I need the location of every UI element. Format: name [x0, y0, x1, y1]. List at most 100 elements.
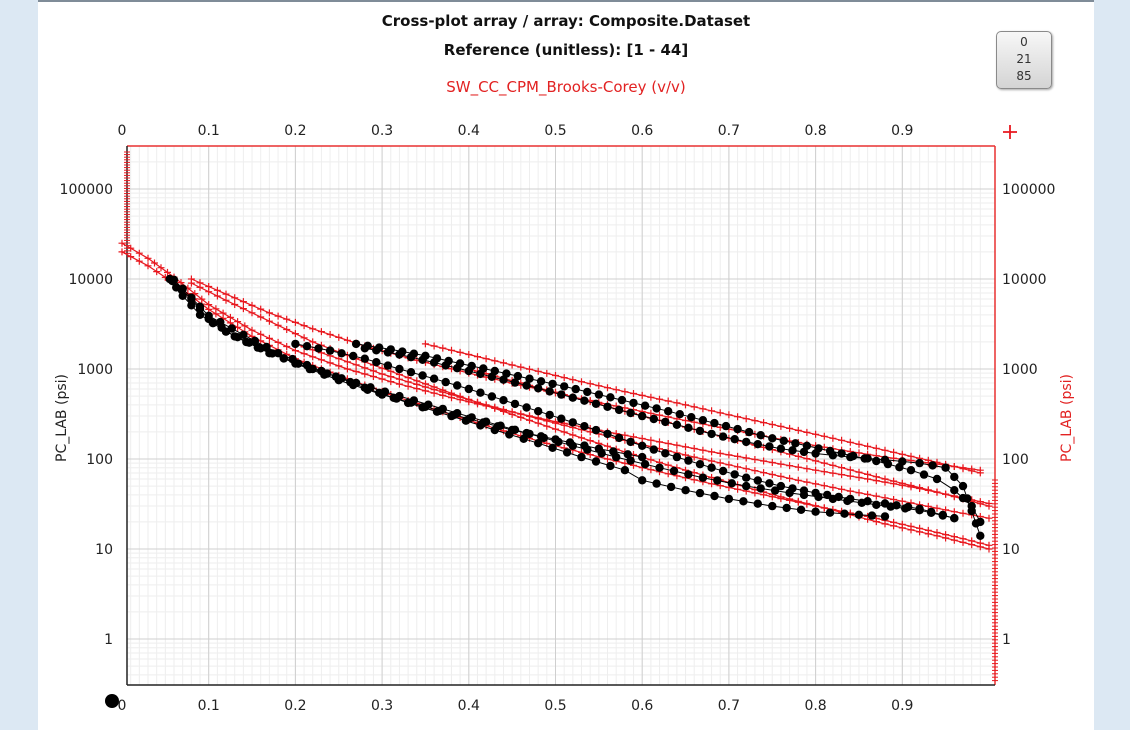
black-dot-point	[291, 339, 300, 349]
black-dot-point	[799, 447, 809, 457]
red-plus-point	[985, 545, 993, 553]
red-plus-point	[647, 436, 655, 444]
black-series-line	[295, 343, 955, 519]
black-dot-point	[325, 346, 335, 355]
black-dot-point	[195, 304, 205, 314]
red-plus-point	[265, 309, 273, 317]
black-dot-point	[840, 509, 849, 518]
y-left-tick-label: 10000	[68, 272, 113, 288]
red-plus-point	[439, 344, 447, 352]
red-plus-point	[343, 336, 351, 344]
black-dot-point	[204, 314, 213, 324]
red-plus-point	[664, 461, 672, 469]
black-dot-point	[539, 433, 549, 443]
black-dot-point	[453, 381, 462, 390]
red-plus-point	[768, 459, 776, 466]
black-dot-point	[629, 398, 638, 408]
red-plus-point	[855, 440, 863, 448]
red-plus-point	[465, 395, 473, 403]
red-plus-point	[777, 472, 785, 480]
red-plus-point	[864, 442, 872, 450]
red-plus-point	[118, 248, 126, 256]
black-dot-point	[227, 324, 236, 333]
black-dot-point	[626, 408, 635, 418]
y-right-tick-label: 10	[1002, 542, 1020, 558]
legend-counter-button[interactable]: 0 21 85	[996, 31, 1052, 89]
black-dot-point	[505, 430, 514, 439]
red-plus-point	[621, 388, 629, 396]
x-top-tick-label: 0	[118, 123, 127, 139]
red-plus-point	[595, 382, 603, 390]
red-plus-point	[864, 515, 872, 523]
red-plus-point	[690, 476, 698, 484]
red-plus-point	[187, 279, 195, 287]
black-dot-point	[383, 361, 393, 370]
red-plus-point	[430, 342, 438, 350]
red-plus-point	[690, 445, 698, 452]
x-bottom-tick-label: 0	[118, 698, 127, 714]
black-dot-point	[684, 423, 693, 432]
y-left-tick-label: 100000	[60, 182, 113, 198]
black-dot-point	[239, 330, 248, 339]
red-plus-point	[803, 428, 811, 436]
black-dot-point	[525, 374, 534, 383]
black-dot-point	[742, 481, 751, 491]
black-dot-point	[744, 427, 754, 437]
dot-corner-icon	[105, 694, 119, 708]
black-dot-point	[545, 387, 554, 396]
black-dot-point	[811, 507, 820, 516]
red-plus-point	[690, 403, 698, 411]
red-plus-point	[421, 340, 429, 348]
red-plus-point	[309, 325, 317, 333]
red-plus-point	[586, 437, 594, 445]
black-dot-point	[583, 387, 592, 397]
black-dot-point	[360, 354, 369, 363]
black-dot-point	[580, 396, 589, 405]
black-dot-point	[591, 425, 601, 435]
red-plus-point	[422, 380, 429, 388]
red-plus-point	[751, 417, 759, 425]
black-dot-point	[557, 390, 566, 399]
black-dot-point	[623, 450, 632, 459]
black-dot-point	[467, 413, 476, 422]
black-dot-point	[655, 463, 664, 472]
plus-corner-icon	[1003, 125, 1017, 139]
red-plus-point	[248, 309, 256, 317]
black-dot-point	[695, 488, 705, 498]
black-dot-point	[664, 407, 673, 416]
red-plus-point	[265, 334, 273, 342]
red-plus-point	[838, 464, 846, 472]
red-plus-point	[846, 472, 854, 480]
red-plus-point	[361, 364, 369, 372]
black-dot-point	[429, 374, 439, 383]
black-dot-point	[571, 384, 580, 394]
red-plus-point	[647, 466, 655, 474]
red-plus-point	[742, 465, 750, 473]
black-dot-point	[666, 482, 676, 492]
x-bottom-tick-label: 0.3	[371, 698, 393, 714]
red-plus-point	[820, 459, 828, 467]
black-dot-point	[253, 343, 262, 352]
red-plus-point	[924, 486, 932, 494]
red-plus-point	[283, 326, 291, 333]
red-plus-point	[291, 347, 299, 355]
red-plus-point	[231, 294, 239, 302]
black-dot-point	[323, 369, 332, 378]
red-plus-point	[794, 497, 802, 505]
red-plus-point	[794, 476, 802, 484]
red-plus-point	[274, 338, 282, 346]
black-dot-point	[730, 435, 739, 444]
black-dot-point	[534, 384, 543, 393]
black-dot-point	[638, 452, 647, 462]
red-plus-point	[838, 485, 846, 493]
black-dot-point	[638, 441, 647, 450]
red-plus-point	[317, 328, 325, 336]
red-plus-point	[708, 448, 716, 456]
black-dot-point	[713, 476, 722, 485]
black-dot-point	[349, 351, 358, 361]
black-dot-point	[279, 354, 288, 363]
black-dot-point	[580, 422, 589, 431]
black-dot-point	[707, 429, 716, 439]
red-plus-point	[300, 322, 308, 330]
